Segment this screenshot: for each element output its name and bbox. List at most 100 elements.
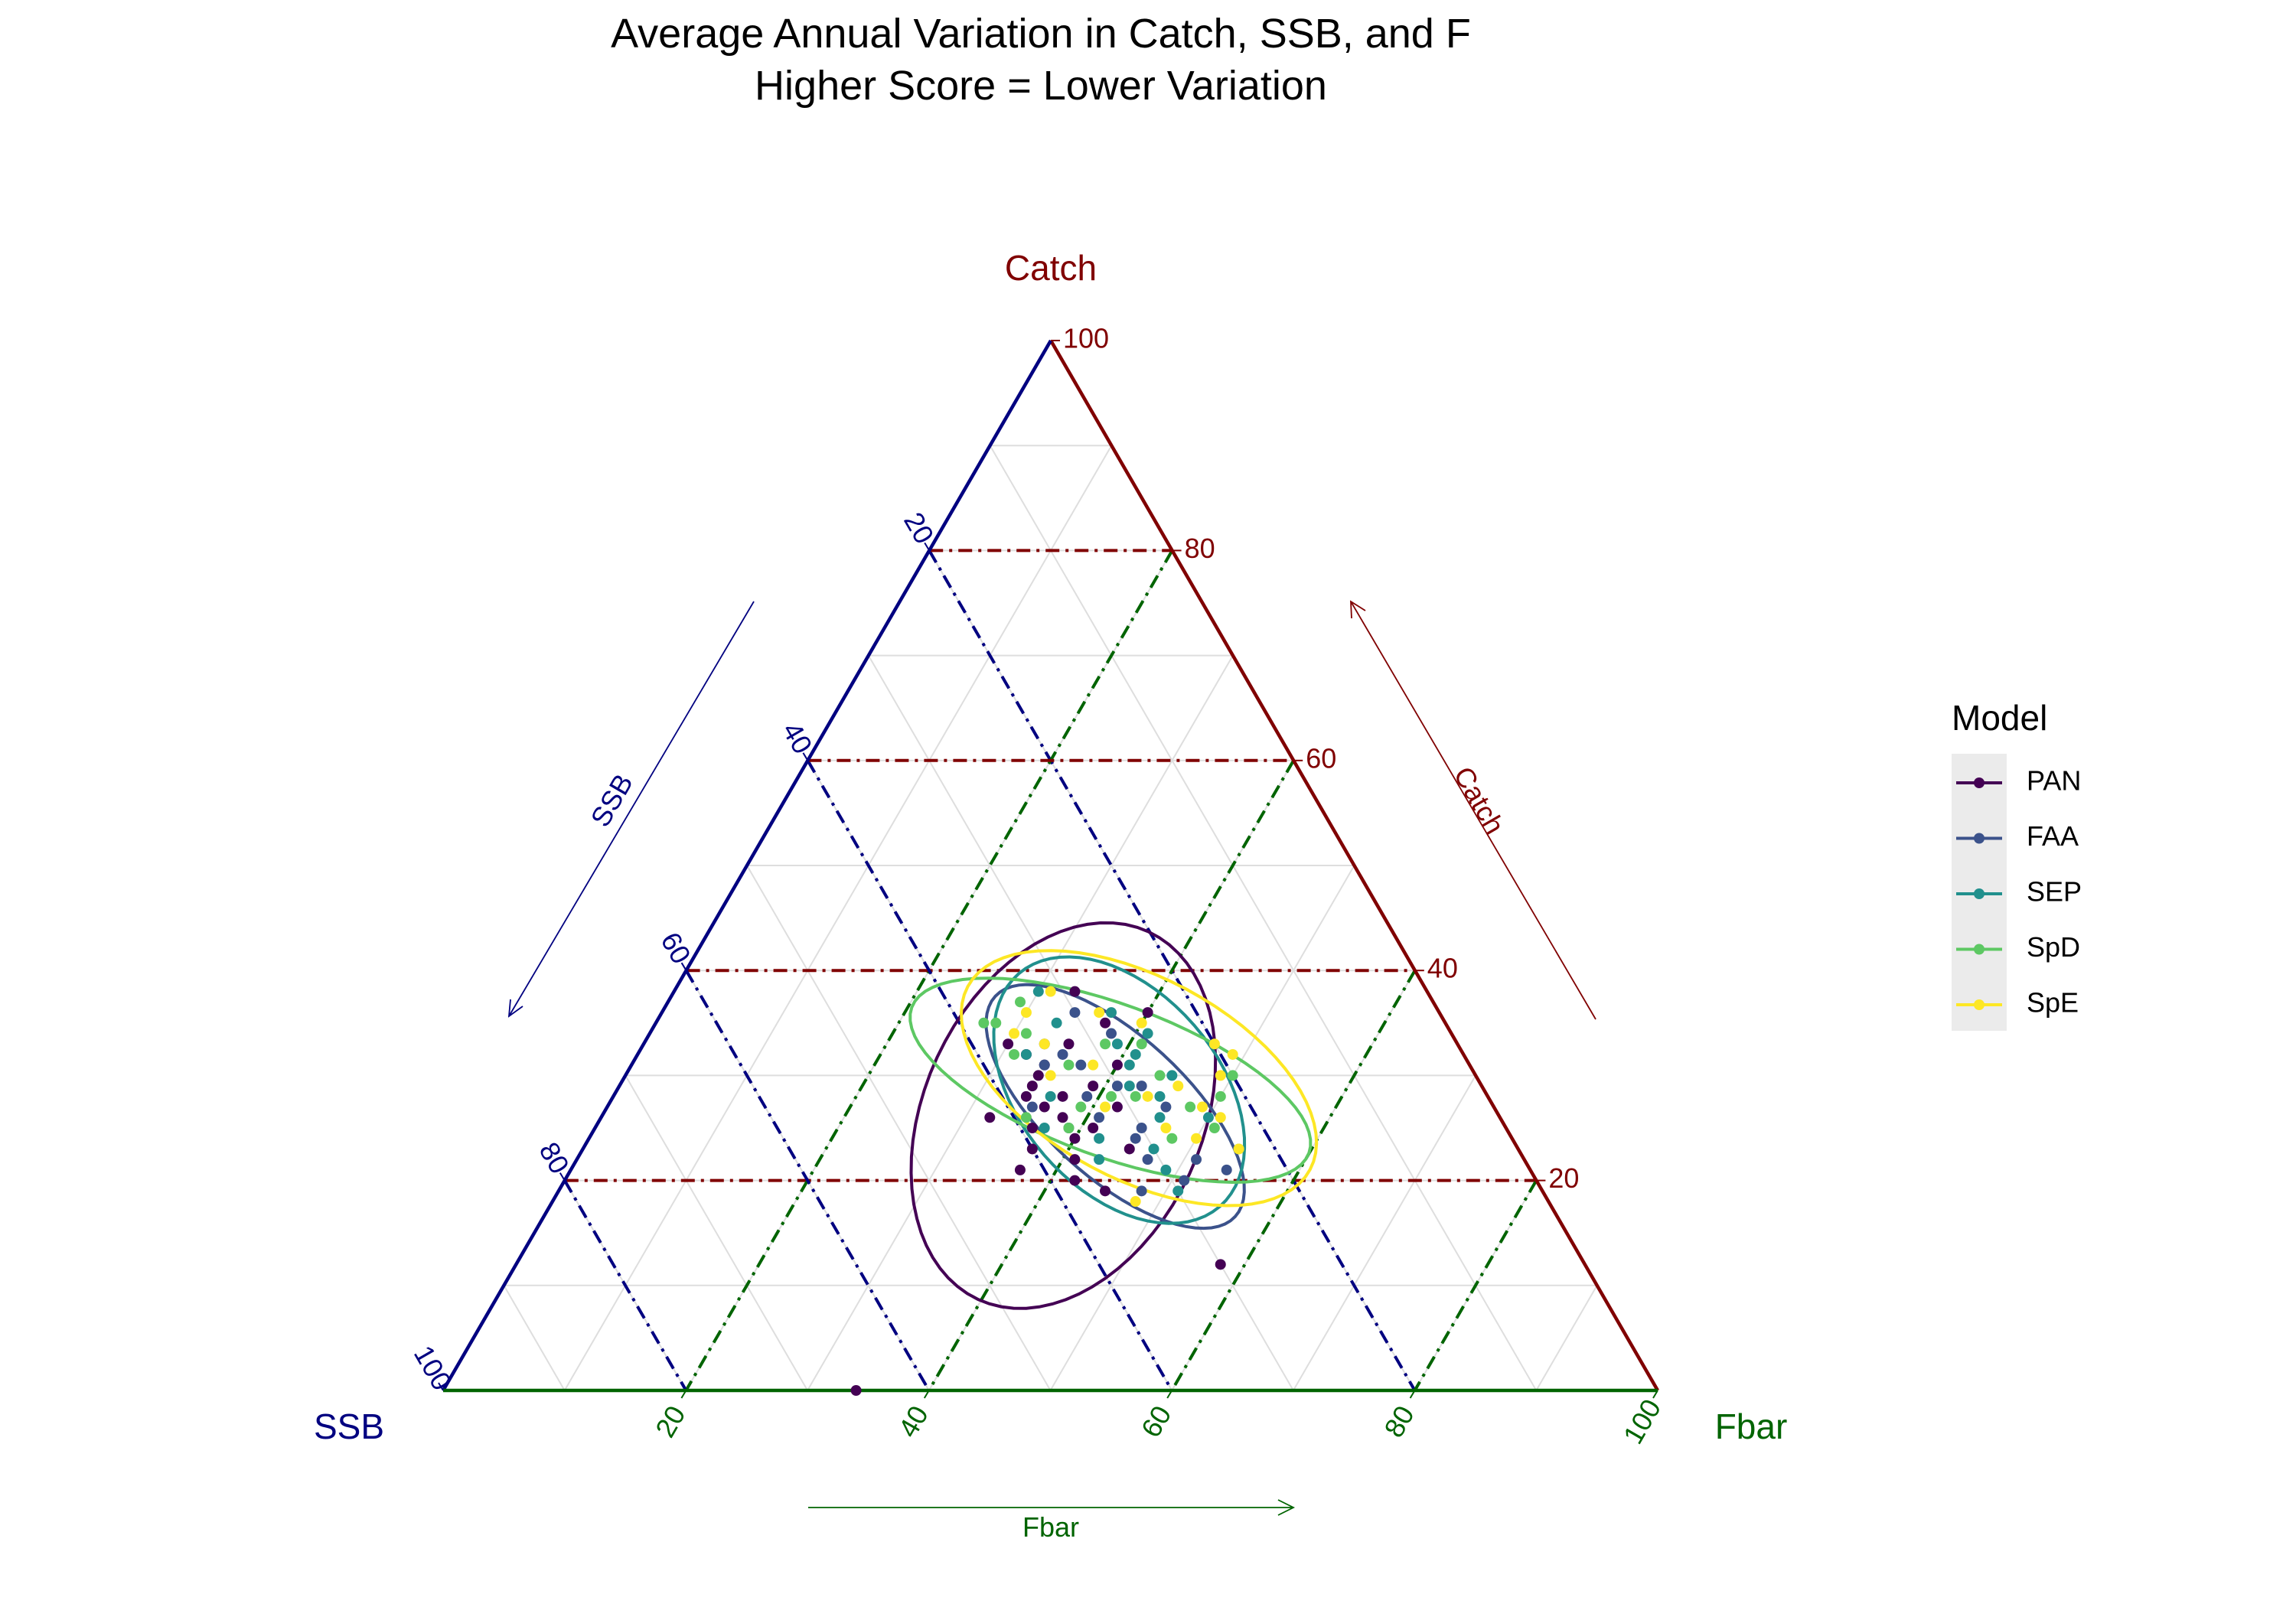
point-sep-8 [1045, 1090, 1056, 1102]
point-spd-15 [1075, 1101, 1087, 1113]
point-faa-5 [1069, 1007, 1081, 1019]
point-spe-18 [1045, 1070, 1056, 1081]
major-line-ssb-60 [684, 970, 931, 1392]
fbar-arrow-label: Fbar [1022, 1511, 1079, 1543]
point-spd-18 [1130, 1090, 1141, 1102]
point-sep-5 [1130, 1048, 1141, 1060]
point-pan-21 [1039, 1101, 1050, 1113]
point-spe-19 [1197, 1101, 1208, 1113]
legend-key-point-pan [1974, 777, 1985, 788]
point-sep-4 [1148, 1143, 1159, 1155]
legend-label-spd: SpD [2027, 931, 2080, 963]
legend-key-point-faa [1974, 833, 1985, 844]
point-spe-8 [1142, 1090, 1153, 1102]
point-faa-2 [1136, 1123, 1147, 1133]
legend-label-sep: SEP [2027, 876, 2082, 908]
point-sep-1 [1111, 1038, 1123, 1050]
point-spe-12 [1215, 1112, 1226, 1123]
point-pan-22 [1026, 1081, 1038, 1092]
point-faa-6 [1039, 1059, 1050, 1071]
tick-mark-ssb-100 [438, 1382, 444, 1391]
point-sep-9 [1039, 1123, 1050, 1133]
tick-fbar-80: 80 [1378, 1400, 1420, 1442]
catch-arrow-label: Catch [1448, 761, 1512, 839]
grid-line-fbar-70 [1293, 1074, 1476, 1391]
point-pan-25 [1026, 1123, 1038, 1133]
ellipse-pan [909, 921, 1218, 1310]
grid-line-fbar-90 [1535, 1285, 1598, 1391]
tick-fbar-40: 40 [892, 1400, 934, 1442]
point-spd-2 [1185, 1101, 1196, 1113]
point-spd-10 [1154, 1070, 1166, 1081]
point-spe-16 [1208, 1038, 1220, 1050]
point-sep-10 [1160, 1164, 1172, 1175]
tick-mark-fbar-60 [1166, 1390, 1173, 1399]
tick-mark-ssb-40 [802, 752, 809, 761]
point-sep-18 [1124, 1059, 1135, 1071]
point-spd-1 [1100, 1038, 1111, 1050]
point-spd-0 [1015, 996, 1026, 1008]
point-spe-11 [1088, 1059, 1099, 1071]
grid-line-ssb-50 [746, 865, 1052, 1391]
point-spe-4 [1160, 1123, 1172, 1133]
tick-catch-80: 80 [1185, 533, 1215, 564]
fbar-direction-arrow: Fbar [808, 1499, 1296, 1543]
grid-line-ssb-70 [625, 1074, 808, 1391]
point-pan-12 [1100, 1185, 1111, 1197]
point-sep-2 [1124, 1081, 1135, 1092]
ssb-vertex-label: SSB [314, 1407, 384, 1446]
point-faa-17 [1075, 1059, 1087, 1071]
point-sep-0 [1032, 986, 1044, 997]
point-faa-0 [1057, 1048, 1068, 1060]
chart-subtitle: Higher Score = Lower Variation [755, 63, 1327, 109]
point-faa-14 [1136, 1081, 1147, 1092]
point-pan-5 [1069, 1175, 1081, 1186]
legend: Model PAN FAA SEP SpD SpE [1952, 698, 2082, 1031]
major-line-ssb-80 [563, 1179, 688, 1392]
point-spd-11 [1215, 1090, 1226, 1102]
point-pan-11 [1026, 1143, 1038, 1155]
point-pan-16 [1069, 1133, 1081, 1144]
tick-mark-ssb-60 [680, 962, 687, 971]
point-pan-1 [1057, 1090, 1068, 1102]
catch-vertex-label: Catch [1005, 248, 1097, 288]
legend-key-point-spd [1974, 944, 1985, 955]
tick-catch-60: 60 [1306, 742, 1336, 774]
tick-mark-fbar-80 [1409, 1390, 1416, 1399]
point-faa-3 [1160, 1101, 1172, 1113]
fbar-vertex-label: Fbar [1715, 1407, 1788, 1446]
tick-ssb-100: 100 [408, 1340, 458, 1396]
ellipse-spe [959, 949, 1319, 1208]
point-pan-9 [1100, 1017, 1111, 1028]
legend-label-spe: SpE [2027, 987, 2079, 1019]
point-pan-8 [1111, 1059, 1123, 1071]
legend-label-pan: PAN [2027, 765, 2081, 797]
point-faa-1 [1111, 1081, 1123, 1092]
point-spe-6 [1020, 1007, 1032, 1019]
point-pan-23 [1124, 1143, 1135, 1155]
point-spe-2 [1227, 1048, 1238, 1060]
point-spd-6 [978, 1017, 990, 1028]
catch-direction-arrow: Catch [1350, 600, 1596, 1020]
point-faa-11 [1179, 1175, 1190, 1186]
point-sep-19 [1106, 1007, 1117, 1019]
point-spd-8 [1063, 1123, 1075, 1133]
point-sep-3 [1154, 1112, 1166, 1123]
grid-line-fbar-10 [563, 445, 1113, 1391]
tick-fbar-60: 60 [1135, 1400, 1178, 1442]
legend-label-faa: FAA [2027, 820, 2079, 852]
tick-mark-fbar-40 [923, 1390, 930, 1399]
point-sep-16 [1172, 1185, 1184, 1197]
point-pan-10 [984, 1112, 996, 1123]
tick-fbar-100: 100 [1617, 1393, 1668, 1449]
point-spe-5 [1233, 1143, 1244, 1155]
point-faa-19 [1081, 1090, 1093, 1102]
tick-catch-20: 20 [1548, 1162, 1579, 1194]
tick-fbar-20: 20 [649, 1400, 692, 1442]
tick-catch-40: 40 [1427, 953, 1458, 984]
point-pan-17 [1014, 1164, 1026, 1175]
tick-mark-fbar-100 [1652, 1390, 1658, 1399]
point-spe-3 [1215, 1070, 1226, 1081]
point-spd-19 [1020, 1112, 1032, 1123]
